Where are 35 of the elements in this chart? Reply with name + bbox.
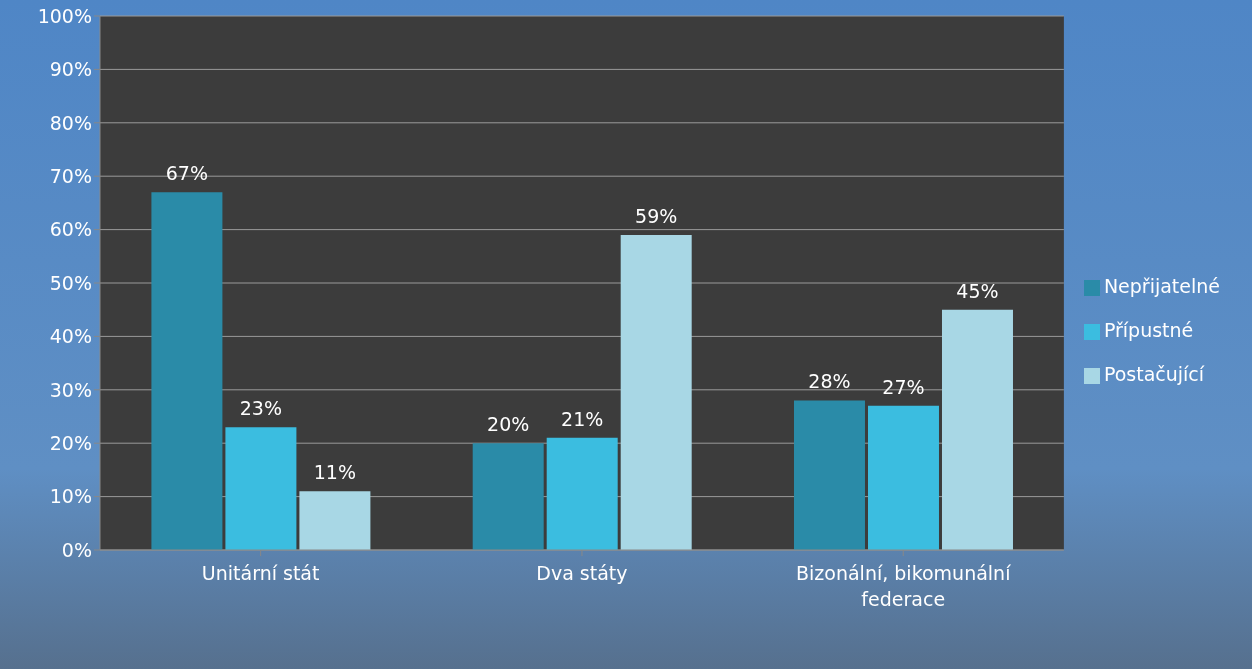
data-label: 59% bbox=[635, 204, 678, 227]
bar bbox=[299, 491, 371, 550]
bar bbox=[620, 234, 692, 550]
y-tick-label: 0% bbox=[61, 538, 92, 561]
data-label: 23% bbox=[239, 397, 283, 420]
x-tick-label: Dva státy bbox=[536, 562, 628, 584]
bar bbox=[546, 437, 618, 550]
y-tick-label: 70% bbox=[49, 164, 92, 187]
data-label: 67% bbox=[165, 162, 209, 185]
y-tick-label: 30% bbox=[49, 378, 92, 401]
bar bbox=[793, 400, 865, 550]
data-label: 20% bbox=[487, 413, 530, 436]
y-tick-label: 40% bbox=[49, 325, 92, 348]
data-label: 21% bbox=[561, 407, 604, 430]
bar bbox=[151, 192, 223, 550]
x-tick-label: Bizonální, bikomunální federace bbox=[796, 562, 1012, 610]
data-label: 27% bbox=[882, 375, 925, 398]
y-tick-label: 10% bbox=[49, 485, 92, 508]
data-label: 45% bbox=[956, 279, 999, 302]
data-label: 28% bbox=[808, 370, 851, 393]
y-tick-label: 20% bbox=[49, 431, 92, 454]
y-tick-label: 100% bbox=[37, 4, 92, 27]
legend-label: Přípustné bbox=[1103, 319, 1194, 341]
bar bbox=[941, 309, 1013, 550]
y-tick-label: 80% bbox=[49, 111, 92, 134]
x-tick-label: Unitární stát bbox=[201, 562, 320, 584]
y-tick-label: 90% bbox=[49, 58, 92, 81]
bar bbox=[225, 427, 297, 550]
legend-label: Postačující bbox=[1103, 363, 1205, 385]
bar bbox=[867, 405, 939, 550]
bar bbox=[472, 443, 544, 550]
y-tick-label: 50% bbox=[49, 271, 92, 294]
data-label: 11% bbox=[313, 461, 357, 484]
y-tick-label: 60% bbox=[49, 218, 92, 241]
legend-label: Nepřijatelné bbox=[1103, 275, 1220, 297]
